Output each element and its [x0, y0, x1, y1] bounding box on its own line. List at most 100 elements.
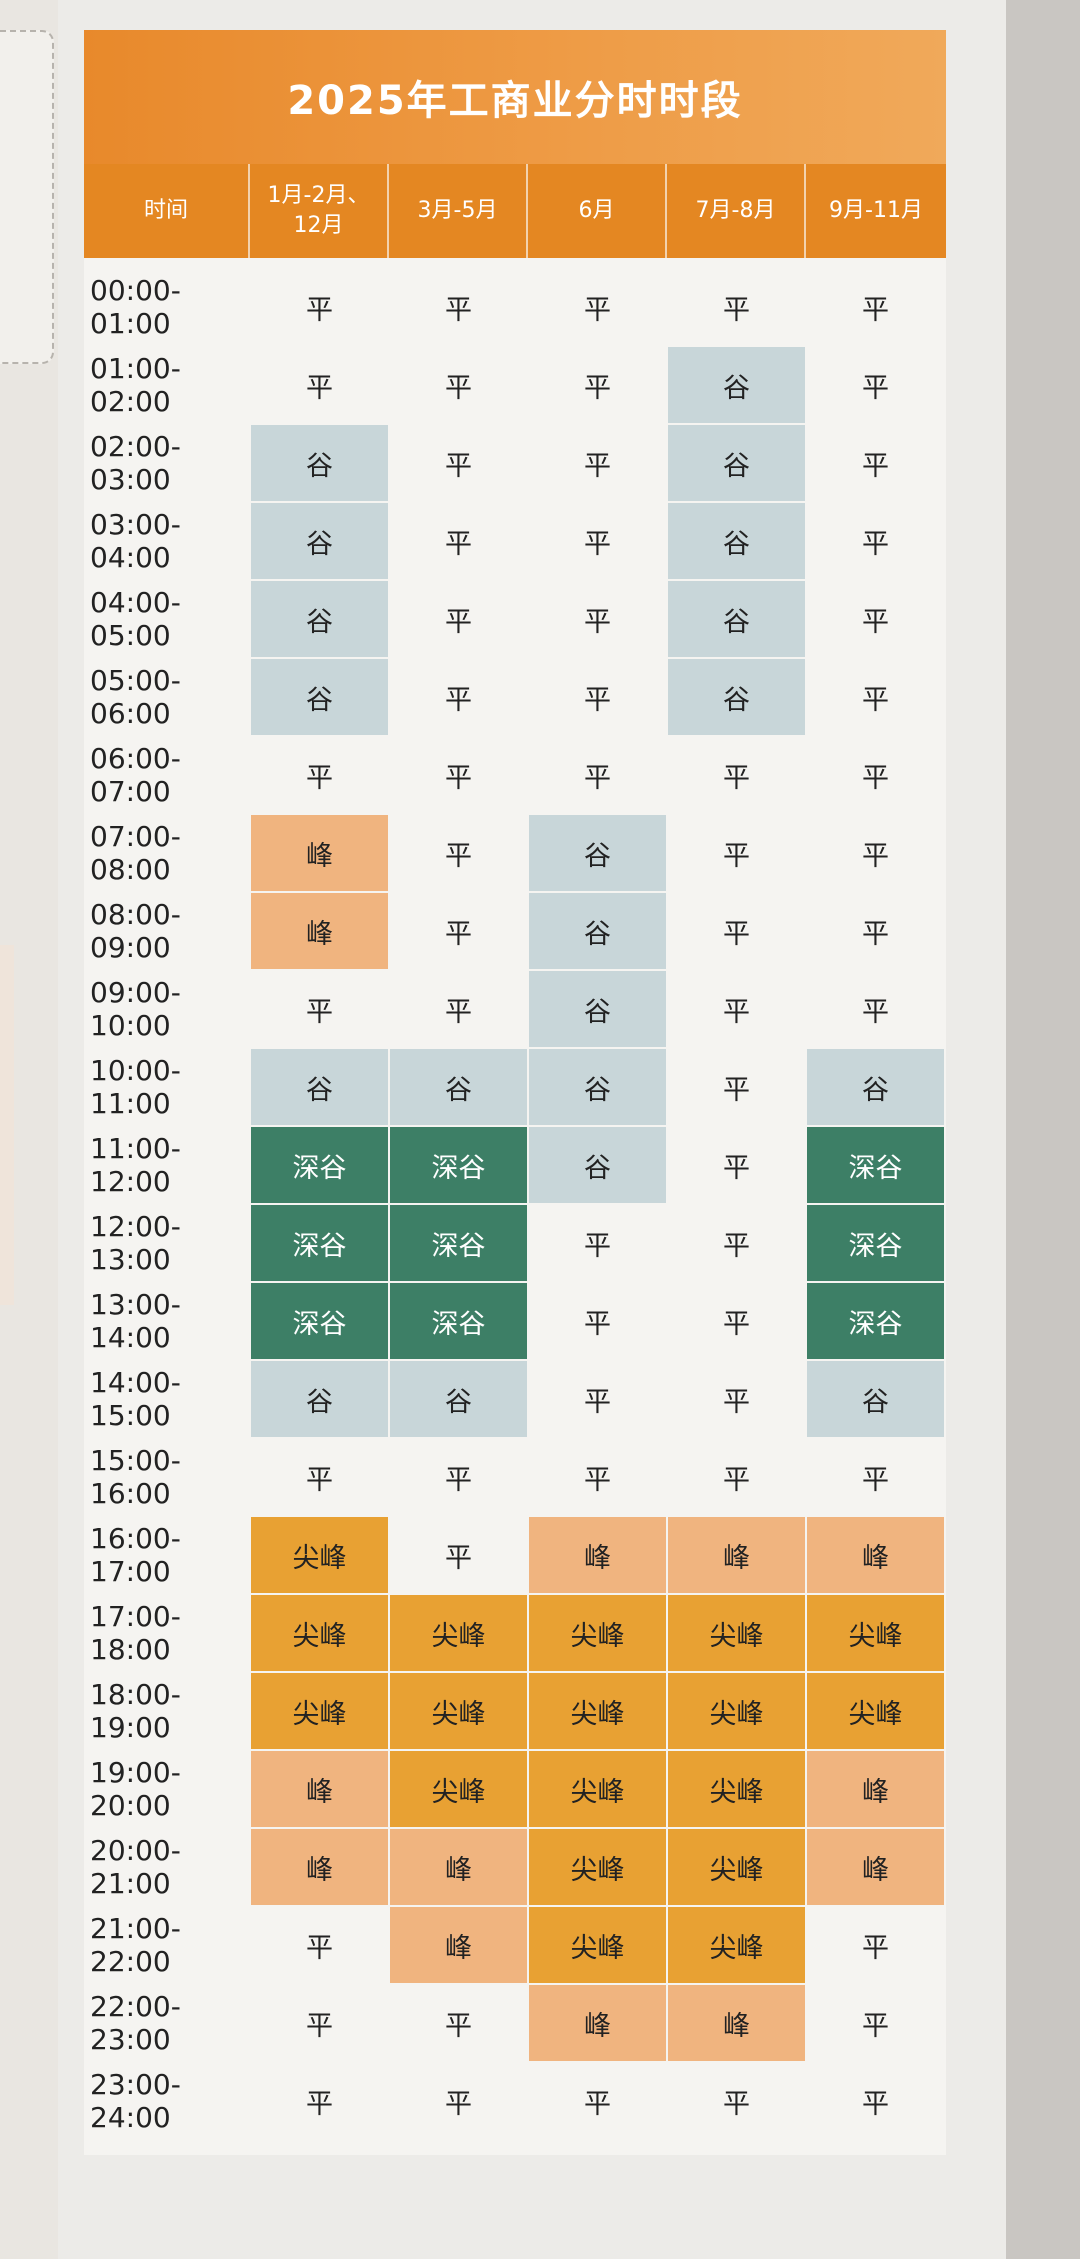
period-cell: 峰: [667, 1984, 806, 2062]
period-cell: 平: [250, 2062, 389, 2140]
period-cell: 平: [528, 268, 667, 346]
table-row: 04:00-05:00 谷平平谷平: [84, 580, 946, 658]
period-cell: 尖峰: [528, 1750, 667, 1828]
time-slot-label: 13:00-14:00: [90, 1288, 181, 1354]
period-cell: 尖峰: [528, 1594, 667, 1672]
period-cell: 深谷: [250, 1126, 389, 1204]
time-slot-label: 19:00-20:00: [90, 1756, 181, 1822]
period-cell: 平: [389, 658, 528, 736]
period-cell: 平: [389, 268, 528, 346]
period-cell: 尖峰: [806, 1672, 945, 1750]
period-cell: 平: [667, 1282, 806, 1360]
period-cell: 深谷: [806, 1204, 945, 1282]
table-row: 02:00-03:00 谷平平谷平: [84, 424, 946, 502]
table-row: 15:00-16:00 平平平平平: [84, 1438, 946, 1516]
period-cell: 峰: [806, 1750, 945, 1828]
period-cell: 平: [528, 1360, 667, 1438]
table-row: 11:00-12:00 深谷 深谷谷平深谷: [84, 1126, 946, 1204]
table-row: 20:00-21:00 峰峰尖峰 尖峰峰: [84, 1828, 946, 1906]
period-cell: 峰: [667, 1516, 806, 1594]
page-edge-right: [1006, 0, 1080, 2259]
side-note-frame: [0, 30, 54, 364]
table-row: 08:00-09:00 峰平谷平平: [84, 892, 946, 970]
period-cell: 平: [389, 1516, 528, 1594]
period-cell: 尖峰: [667, 1906, 806, 1984]
period-cell: 谷: [667, 424, 806, 502]
period-cell: 深谷: [389, 1204, 528, 1282]
period-cell: 平: [806, 658, 945, 736]
period-cell: 深谷: [806, 1126, 945, 1204]
period-cell: 深谷: [389, 1126, 528, 1204]
period-cell: 深谷: [250, 1282, 389, 1360]
table-row: 18:00-19:00 尖峰 尖峰 尖峰 尖峰 尖峰: [84, 1672, 946, 1750]
period-cell: 平: [528, 2062, 667, 2140]
period-cell: 谷: [806, 1048, 945, 1126]
period-cell: 峰: [806, 1828, 945, 1906]
period-cell: 平: [806, 736, 945, 814]
period-cell: 平: [389, 1984, 528, 2062]
period-cell: 平: [667, 736, 806, 814]
time-slot-label: 11:00-12:00: [90, 1132, 181, 1198]
period-cell: 深谷: [806, 1282, 945, 1360]
time-slot-label: 00:00-01:00: [90, 274, 181, 340]
table-row: 05:00-06:00 谷平平谷平: [84, 658, 946, 736]
period-cell: 峰: [250, 814, 389, 892]
schedule-grid: 00:00-01:00 平平平平平 01:00-02:00 平平平谷平 02:00-03…: [84, 268, 946, 2140]
period-cell: 平: [250, 1906, 389, 1984]
period-cell: 尖峰: [528, 1906, 667, 1984]
period-cell: 尖峰: [250, 1594, 389, 1672]
period-cell: 尖峰: [528, 1672, 667, 1750]
period-cell: 谷: [528, 892, 667, 970]
period-cell: 谷: [667, 580, 806, 658]
period-cell: 平: [667, 892, 806, 970]
period-cell: 平: [528, 736, 667, 814]
time-slot-label: 15:00-16:00: [90, 1444, 181, 1510]
period-cell: 平: [389, 580, 528, 658]
period-cell: 平: [389, 814, 528, 892]
table-row: 13:00-14:00 深谷 深谷平平深谷: [84, 1282, 946, 1360]
period-cell: 平: [389, 736, 528, 814]
header-sep-nov: 9月-11月: [806, 164, 946, 258]
time-slot-label: 09:00-10:00: [90, 976, 181, 1042]
time-slot-label: 21:00-22:00: [90, 1912, 181, 1978]
period-cell: 平: [667, 1360, 806, 1438]
period-cell: 谷: [667, 502, 806, 580]
period-cell: 平: [528, 580, 667, 658]
time-slot-label: 02:00-03:00: [90, 430, 181, 496]
period-cell: 平: [667, 814, 806, 892]
period-cell: 平: [250, 268, 389, 346]
table-row: 06:00-07:00 平平平平平: [84, 736, 946, 814]
period-cell: 平: [806, 970, 945, 1048]
period-cell: 平: [250, 1438, 389, 1516]
period-cell: 峰: [389, 1828, 528, 1906]
period-cell: 平: [667, 268, 806, 346]
schedule-title: 2025年工商业分时时段: [84, 30, 946, 164]
period-cell: 平: [528, 424, 667, 502]
period-cell: 平: [250, 1984, 389, 2062]
period-cell: 平: [528, 1438, 667, 1516]
period-cell: 平: [389, 424, 528, 502]
time-slot-label: 01:00-02:00: [90, 352, 181, 418]
period-cell: 平: [389, 502, 528, 580]
period-cell: 峰: [250, 1750, 389, 1828]
time-slot-label: 22:00-23:00: [90, 1990, 181, 2056]
table-row: 21:00-22:00 平峰尖峰 尖峰平: [84, 1906, 946, 1984]
period-cell: 平: [667, 1048, 806, 1126]
period-cell: 峰: [250, 1828, 389, 1906]
period-cell: 平: [806, 1906, 945, 1984]
period-cell: 平: [806, 424, 945, 502]
time-slot-label: 10:00-11:00: [90, 1054, 181, 1120]
table-row: 01:00-02:00 平平平谷平: [84, 346, 946, 424]
time-slot-label: 04:00-05:00: [90, 586, 181, 652]
period-cell: 峰: [806, 1516, 945, 1594]
period-cell: 尖峰: [250, 1516, 389, 1594]
period-cell: 平: [528, 502, 667, 580]
period-cell: 平: [806, 502, 945, 580]
time-slot-label: 03:00-04:00: [90, 508, 181, 574]
period-cell: 平: [389, 970, 528, 1048]
header-jul-aug: 7月-8月: [667, 164, 806, 258]
period-cell: 尖峰: [667, 1828, 806, 1906]
period-cell: 谷: [528, 1048, 667, 1126]
period-cell: 平: [667, 970, 806, 1048]
table-row: 12:00-13:00 深谷 深谷平平深谷: [84, 1204, 946, 1282]
